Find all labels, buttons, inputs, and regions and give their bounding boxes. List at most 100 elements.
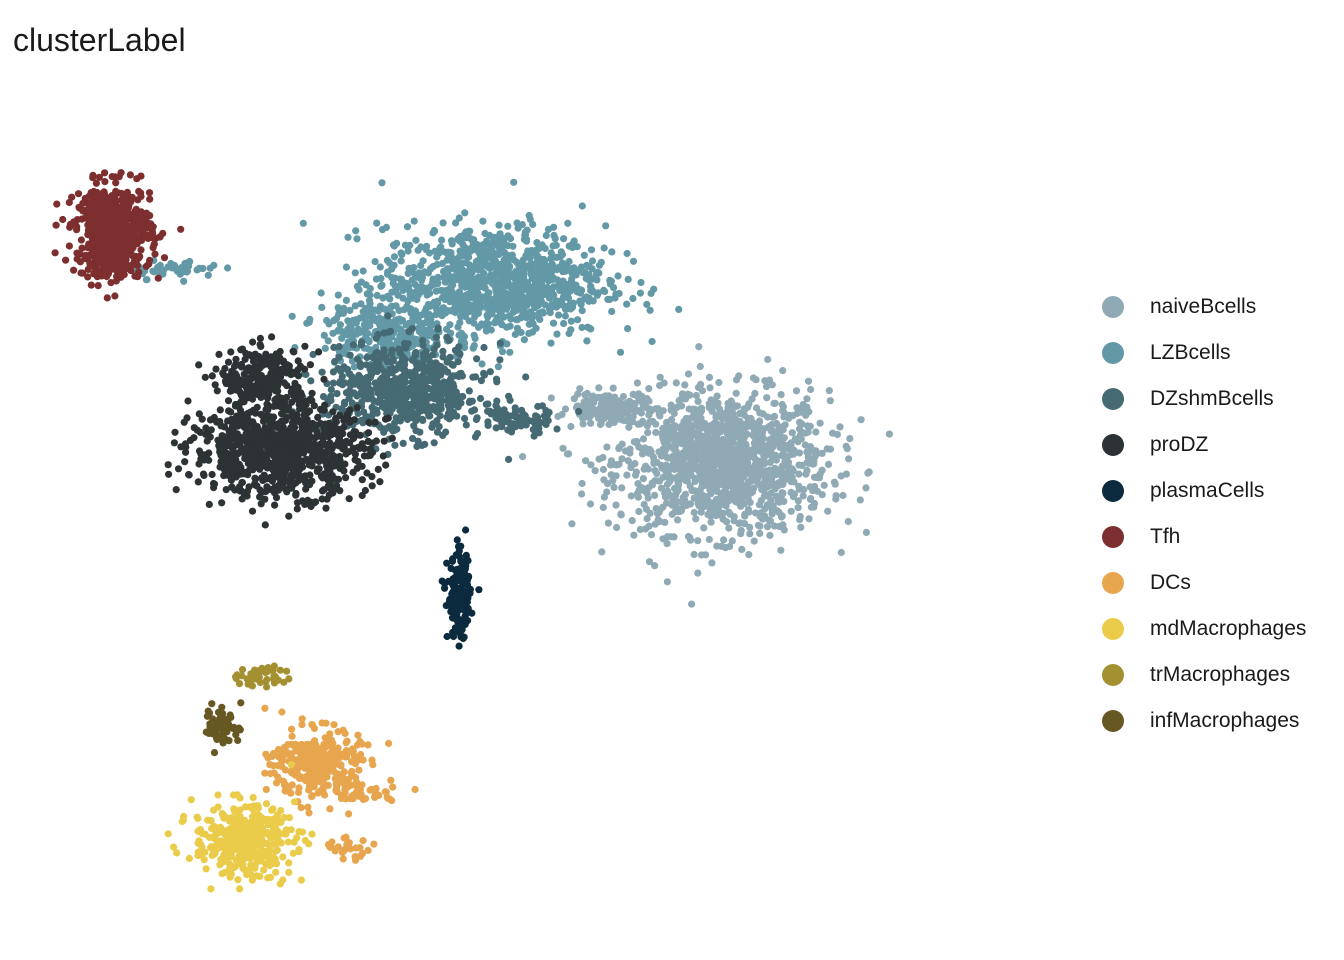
point-naiveBcells [659, 407, 667, 415]
point-proDZ [276, 403, 285, 411]
point-proDZ [231, 402, 240, 410]
point-LZBcells [526, 262, 534, 270]
point-naiveBcells [778, 400, 786, 409]
point-proDZ [309, 419, 317, 428]
point-proDZ [275, 372, 283, 380]
point-LZBcells [562, 305, 571, 313]
point-naiveBcells [803, 466, 811, 474]
point-naiveBcells [746, 523, 754, 532]
point-naiveBcells [799, 401, 807, 409]
point-naiveBcells [663, 499, 671, 507]
point-LZBcells [433, 305, 441, 313]
point-LZBcells [597, 258, 605, 266]
point-naiveBcells [706, 384, 714, 392]
point-LZBcells [457, 307, 466, 315]
point-LZBcells [539, 261, 547, 269]
point-LZBcells [624, 275, 632, 283]
point-proDZ [320, 406, 328, 414]
point-naiveBcells [717, 542, 726, 550]
point-LZBcells [549, 242, 557, 250]
point-Tfh [154, 274, 162, 282]
point-naiveBcells [804, 377, 813, 385]
point-LZBcells [495, 250, 503, 259]
point-DZshmBcells [318, 368, 326, 376]
point-naiveBcells [633, 392, 641, 400]
point-LZBcells [499, 235, 507, 243]
series-Tfh [51, 169, 185, 302]
point-proDZ [380, 437, 388, 445]
point-LZBcells [496, 308, 504, 316]
point-LZBcells [425, 327, 433, 335]
point-naiveBcells [567, 422, 575, 431]
point-LZBcells [580, 251, 588, 259]
point-LZBcells [171, 264, 179, 273]
point-LZBcells [606, 276, 614, 284]
point-naiveBcells [695, 343, 703, 351]
point-naiveBcells [743, 423, 751, 431]
point-naiveBcells [837, 548, 845, 557]
point-naiveBcells [806, 483, 814, 491]
point-DZshmBcells [473, 355, 481, 363]
point-proDZ [295, 458, 303, 466]
point-LZBcells [648, 337, 656, 346]
point-naiveBcells [768, 381, 776, 389]
point-naiveBcells [730, 402, 739, 410]
point-naiveBcells [731, 419, 739, 427]
point-DZshmBcells [418, 441, 426, 449]
point-LZBcells [386, 295, 394, 303]
point-proDZ [251, 362, 259, 370]
point-proDZ [219, 369, 227, 377]
point-naiveBcells [633, 379, 642, 387]
point-LZBcells [548, 260, 556, 268]
point-DZshmBcells [327, 386, 335, 394]
point-naiveBcells [719, 424, 727, 432]
point-LZBcells [392, 302, 400, 310]
point-DZshmBcells [442, 428, 450, 436]
point-naiveBcells [846, 435, 854, 443]
point-naiveBcells [769, 413, 777, 421]
point-LZBcells [612, 290, 620, 298]
point-proDZ [211, 381, 219, 389]
point-naiveBcells [752, 509, 760, 517]
point-LZBcells [562, 284, 570, 292]
point-naiveBcells [795, 482, 803, 490]
point-naiveBcells [788, 429, 796, 437]
point-LZBcells [577, 266, 585, 274]
point-proDZ [170, 439, 178, 447]
point-proDZ [246, 433, 254, 441]
point-DZshmBcells [492, 424, 500, 432]
point-naiveBcells [796, 418, 804, 426]
point-DZshmBcells [336, 377, 344, 386]
point-LZBcells [404, 282, 413, 290]
point-LZBcells [483, 319, 491, 327]
point-proDZ [314, 465, 322, 473]
point-proDZ [254, 355, 263, 363]
point-LZBcells [540, 269, 548, 277]
point-LZBcells [588, 257, 597, 265]
point-LZBcells [404, 247, 412, 255]
point-naiveBcells [842, 470, 851, 478]
point-proDZ [319, 474, 327, 482]
point-DZshmBcells [496, 356, 504, 364]
point-naiveBcells [681, 490, 690, 498]
point-LZBcells [383, 256, 391, 264]
point-proDZ [220, 454, 228, 462]
point-proDZ [258, 430, 267, 439]
point-naiveBcells [756, 424, 765, 432]
point-LZBcells [506, 322, 514, 330]
point-LZBcells [412, 236, 420, 244]
point-naiveBcells [602, 392, 610, 400]
point-proDZ [376, 478, 384, 486]
point-LZBcells [199, 264, 207, 273]
point-DZshmBcells [449, 380, 457, 388]
point-proDZ [237, 397, 246, 405]
point-DZshmBcells [470, 406, 479, 414]
point-LZBcells [499, 282, 507, 290]
point-naiveBcells [777, 391, 785, 399]
point-naiveBcells [807, 385, 815, 394]
point-proDZ [200, 471, 208, 479]
point-naiveBcells [760, 492, 769, 500]
point-naiveBcells [839, 491, 847, 500]
point-naiveBcells [692, 515, 700, 523]
point-naiveBcells [595, 384, 603, 392]
